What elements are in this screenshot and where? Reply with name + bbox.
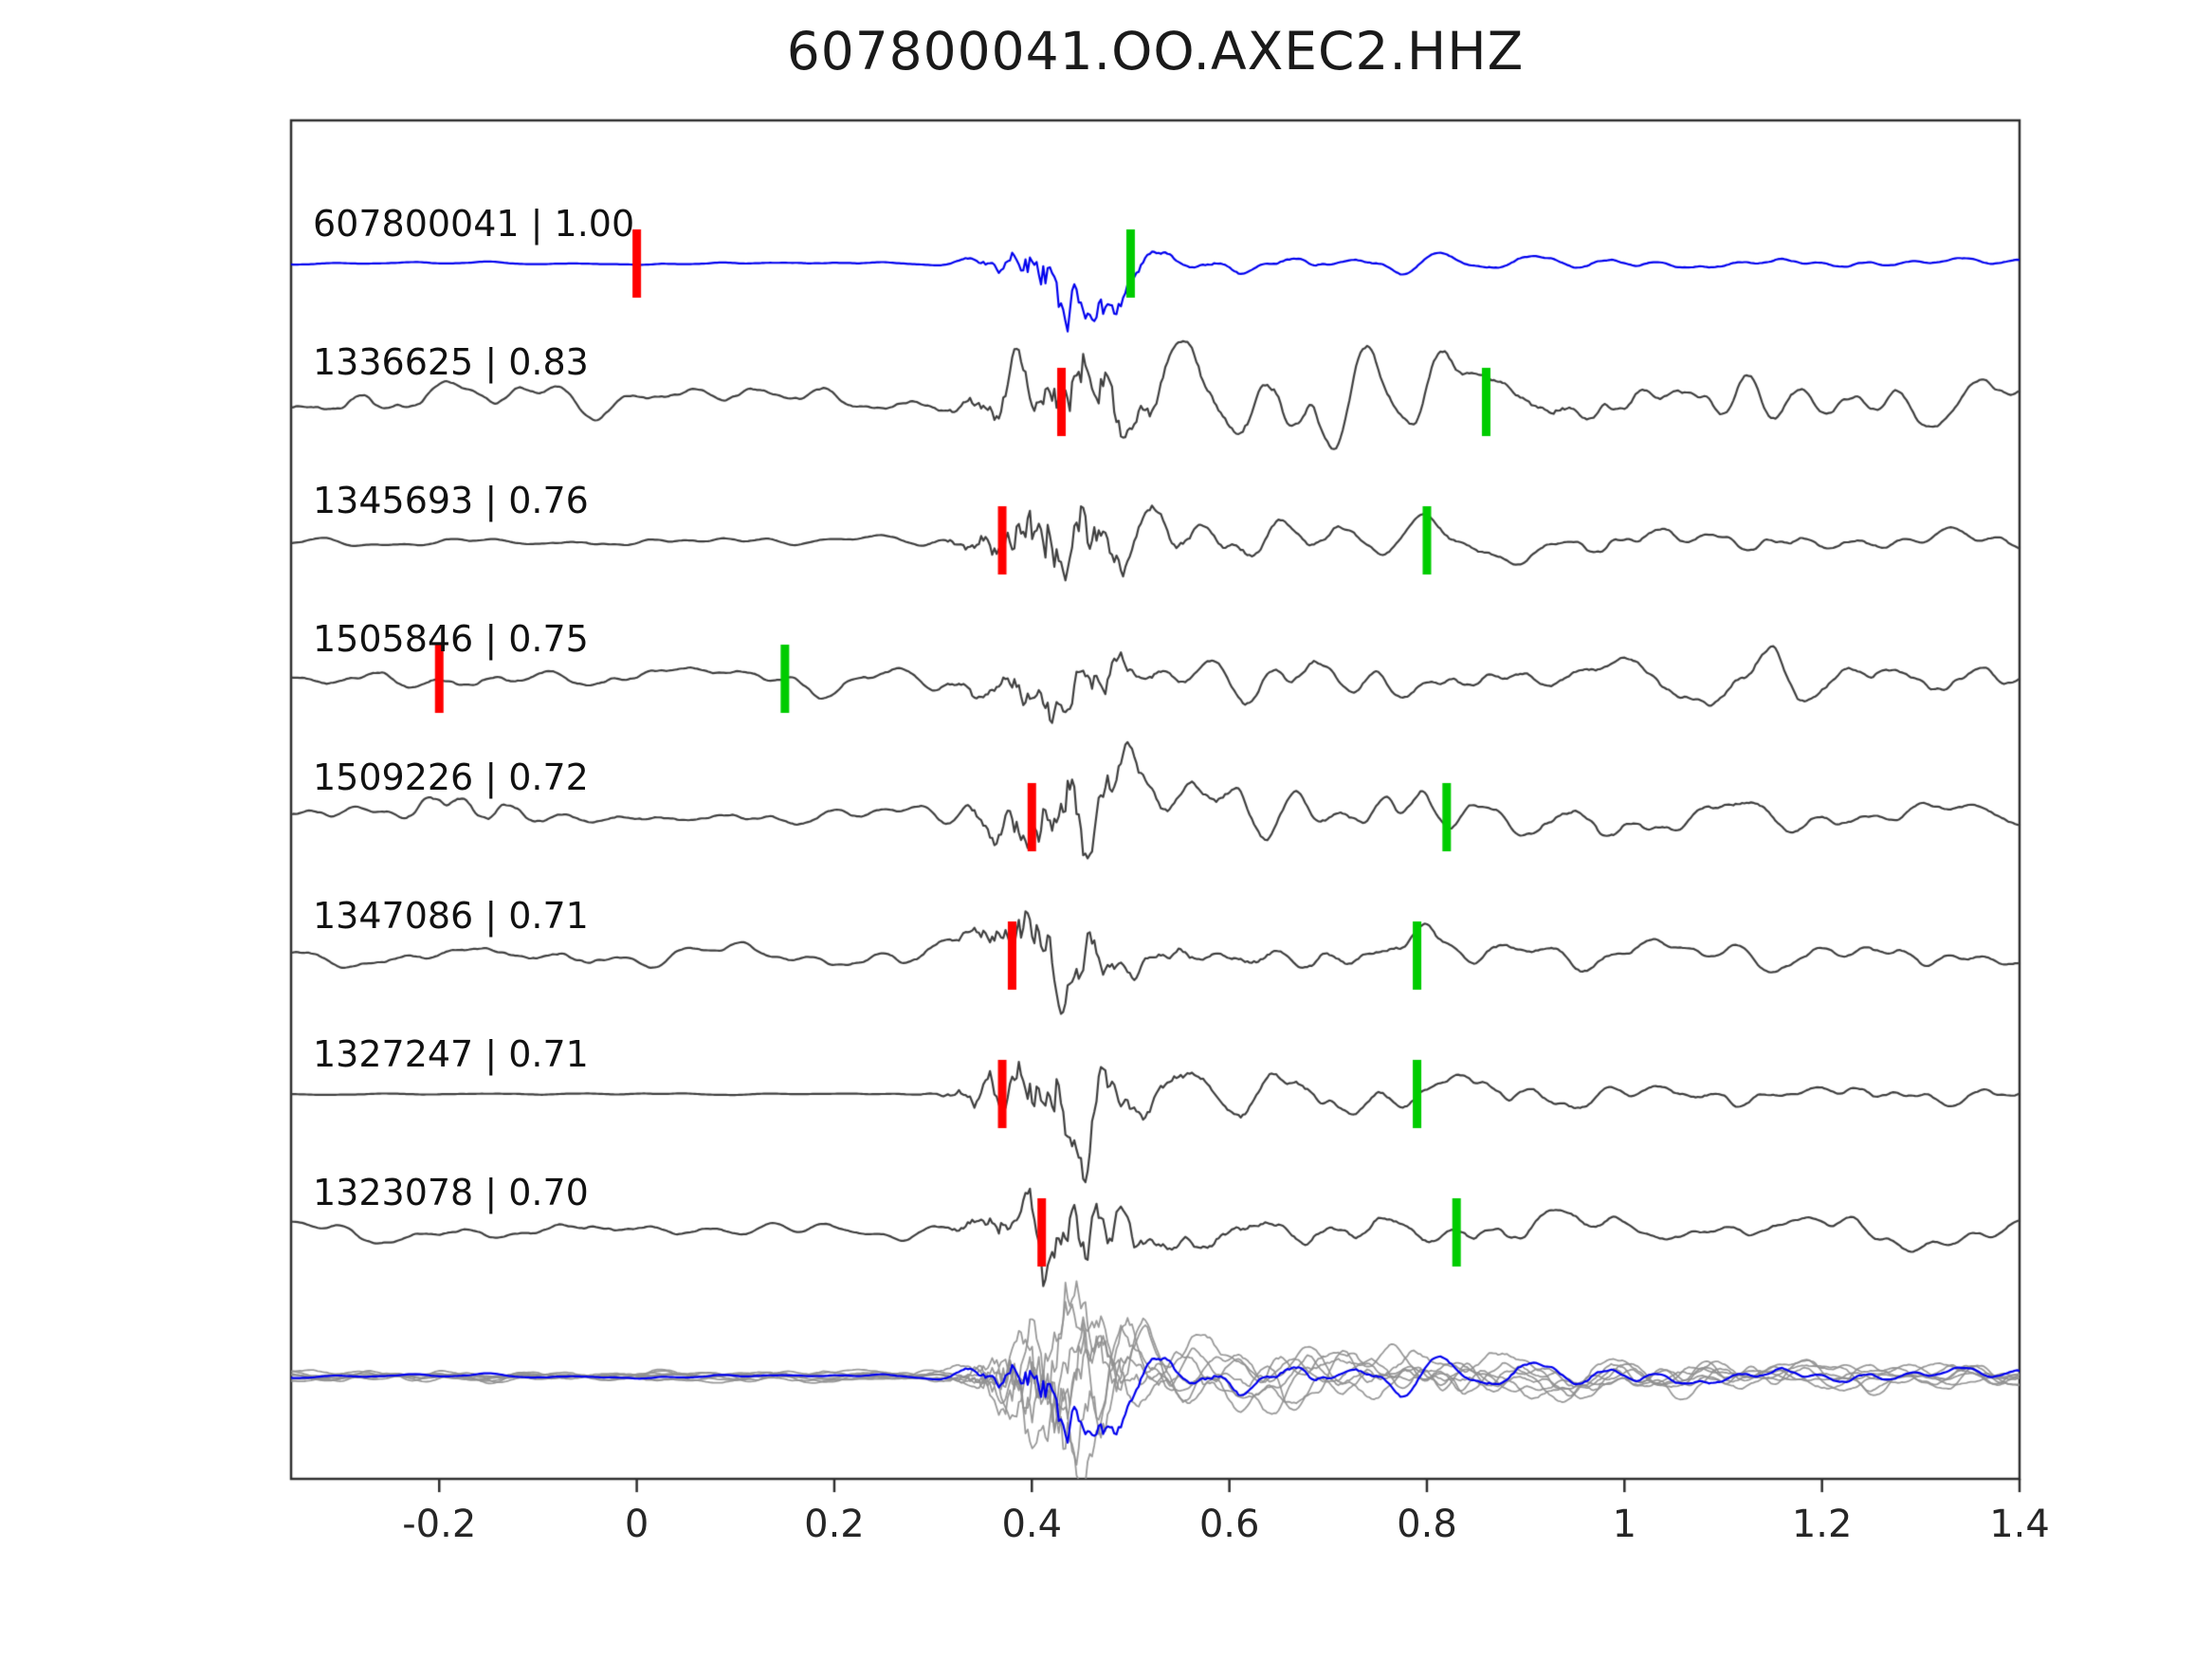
waveform-plot-canvas [0, 0, 2212, 1659]
figure: 607800041.OO.AXEC2.HHZ 607800041 | 1.001… [0, 0, 2212, 1659]
